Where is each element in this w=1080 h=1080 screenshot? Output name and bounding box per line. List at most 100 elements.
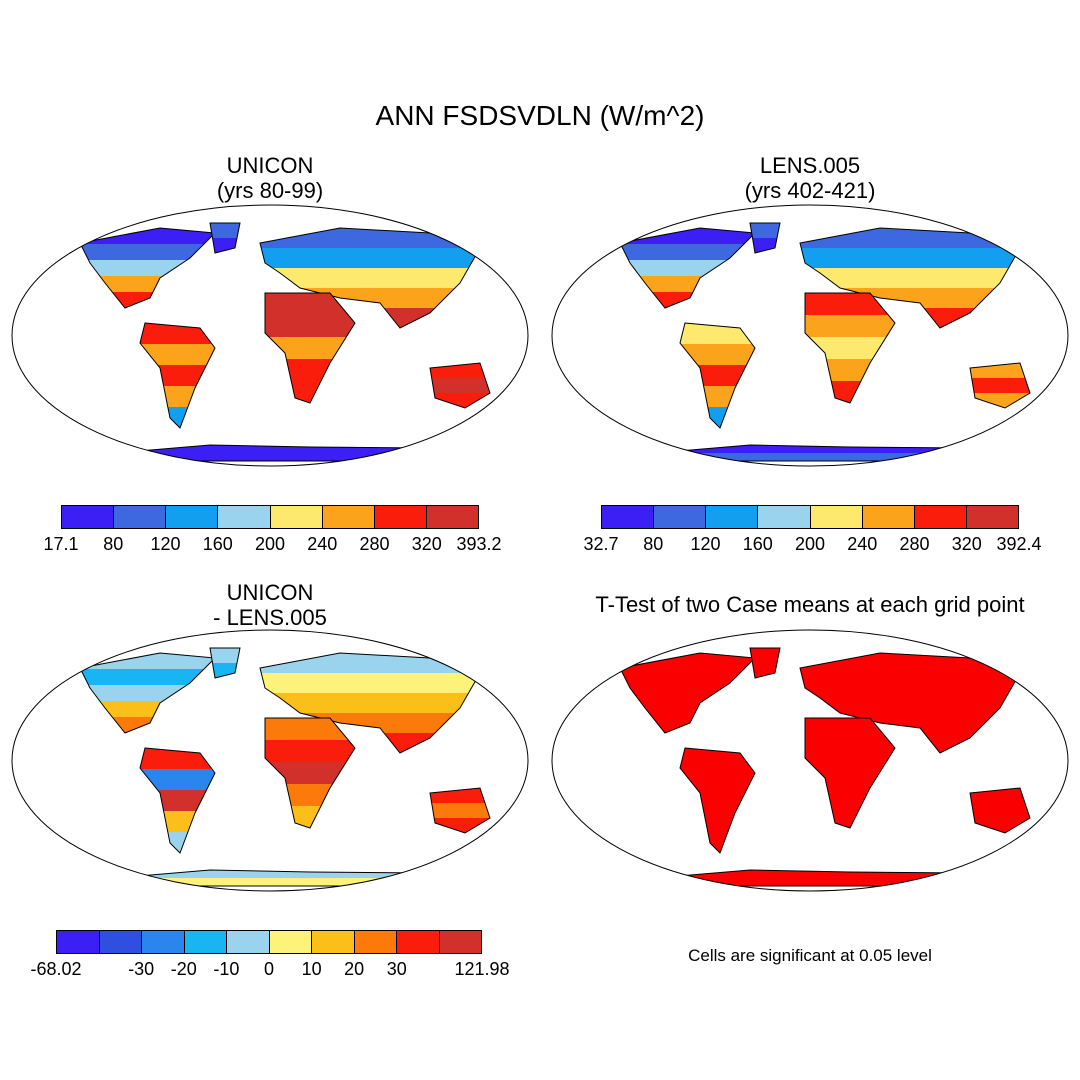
antarctica-region [99,444,452,462]
colorbar-tick-label: 10 [301,959,322,979]
colorbar-tick-label: -68.02 [30,959,82,979]
north-america-region [619,227,757,309]
colorbar-tick-label: 240 [847,534,878,554]
colorbar-swatch [966,506,1018,528]
panel-lens-title-line2: (yrs 402-421) [744,178,876,203]
colorbar-tick-label: 20 [344,959,365,979]
ttest-map [551,629,1069,892]
map-border [551,629,1069,892]
africa-region [264,292,356,404]
antarctica-region [639,444,992,462]
map-border [551,204,1069,467]
map-border [11,629,529,892]
colorbar-swatch [322,506,375,528]
lens-map [551,204,1069,467]
africa-region [264,717,356,829]
panel-unicon-title-line1: UNICON [226,153,314,178]
antarctica-region [99,869,452,887]
north-america-region [79,227,217,309]
difference-map [11,629,529,892]
panel-unicon-title: UNICON (yrs 80-99) [120,153,420,203]
colorbar-tick-label: 121.98 [454,959,510,979]
panel-diff-title-line1: UNICON [226,580,314,605]
colorbar-swatch [354,931,397,953]
greenland-region [749,222,781,254]
colorbar-tick-label: 32.7 [583,534,619,554]
colorbar-tick-label: 80 [643,534,664,554]
panel-ttest-title: T-Test of two Case means at each grid po… [595,592,1025,617]
colorbar-tick-label: 120 [690,534,721,554]
panel-lens-title-line1: LENS.005 [759,153,861,178]
colorbar-swatch [426,506,478,528]
south-america-region [679,747,756,854]
colorbar-tick-label: 0 [263,959,275,979]
colorbar-tick-label: 320 [951,534,982,554]
colorbar-swatch [269,931,312,953]
australia-region [969,787,1031,834]
colorbar-tick-label: 120 [150,534,181,554]
colorbar-swatch [602,506,655,528]
colorbar-tick-label: -20 [170,959,197,979]
greenland-region [209,647,241,679]
colorbar-tick-label: -30 [128,959,155,979]
colorbar-tick-label: 200 [254,534,286,554]
colorbar-tick-label: 200 [794,534,826,554]
north-america-region [79,652,217,734]
south-america-region [139,747,216,854]
unicon-map [11,204,529,467]
colorbar-tick-label: 393.2 [456,534,502,554]
difference-colorbar [56,930,482,954]
colorbar-tick-label: 30 [386,959,407,979]
panel-unicon-title-line2: (yrs 80-99) [216,178,324,203]
colorbar-tick-label: -10 [213,959,240,979]
colorbar-swatch [374,506,427,528]
colorbar-tick-label: 280 [359,534,390,554]
colorbar-tick-label: 80 [103,534,124,554]
colorbar-swatch [270,506,323,528]
greenland-region [209,222,241,254]
colorbar-swatch [142,931,185,953]
antarctica-region [639,869,992,887]
colorbar-swatch [114,506,167,528]
lens-colorbar [601,505,1019,529]
colorbar-tick-label: 17.1 [43,534,79,554]
south-america-region [139,322,216,429]
colorbar-swatch [99,931,142,953]
australia-region [429,362,491,409]
colorbar-swatch [57,931,100,953]
colorbar-swatch [439,931,481,953]
australia-region [429,787,491,834]
colorbar-swatch [810,506,863,528]
greenland-region [749,647,781,679]
map-border [11,204,529,467]
figure-title: ANN FSDSVDLN (W/m^2) [375,100,705,131]
north-america-region [619,652,757,734]
south-america-region [679,322,756,429]
colorbar-swatch [654,506,707,528]
colorbar-tick-label: 280 [899,534,930,554]
panel-diff-title-line2: - LENS.005 [213,605,327,630]
colorbar-tick-label: 392.4 [996,534,1042,554]
colorbar-tick-label: 160 [742,534,773,554]
significance-note: Cells are significant at 0.05 level [688,946,932,965]
colorbar-swatch [758,506,811,528]
colorbar-swatch [166,506,219,528]
africa-region [804,292,896,404]
colorbar-swatch [218,506,271,528]
colorbar-swatch [862,506,915,528]
africa-region [804,717,896,829]
colorbar-swatch [184,931,227,953]
colorbar-swatch [706,506,759,528]
colorbar-swatch [914,506,967,528]
colorbar-swatch [397,931,440,953]
australia-region [969,362,1031,409]
unicon-colorbar [61,505,479,529]
colorbar-swatch [312,931,355,953]
panel-lens-title: LENS.005 (yrs 402-421) [660,153,960,203]
colorbar-tick-label: 320 [411,534,442,554]
colorbar-swatch [227,931,270,953]
colorbar-tick-label: 240 [307,534,338,554]
panel-diff-title: UNICON - LENS.005 [120,580,420,630]
colorbar-tick-label: 160 [202,534,233,554]
colorbar-swatch [62,506,115,528]
